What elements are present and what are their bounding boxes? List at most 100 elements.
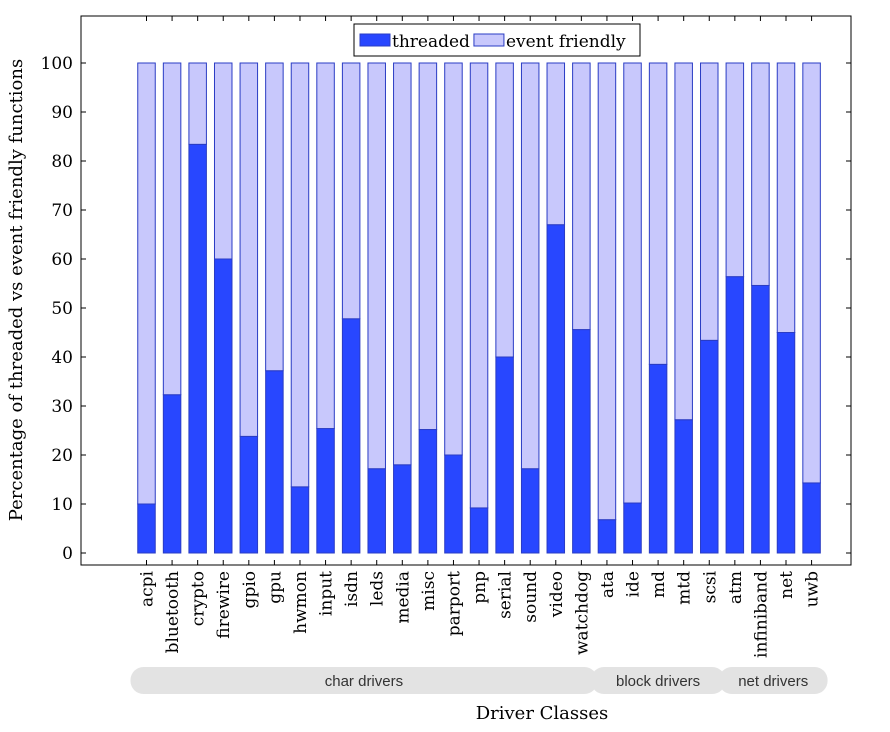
x-tick-label-watchdog: watchdog: [572, 571, 592, 655]
bar-event-friendly-input: [316, 62, 335, 430]
bar-threaded-hwmon: [290, 486, 310, 554]
bar-threaded-sound: [520, 468, 540, 554]
y-tick-label: 60: [51, 250, 73, 270]
bar-event-friendly-net: [776, 62, 796, 333]
legend-label-event-friendly: event friendly: [506, 32, 626, 52]
x-tick-label-crypto: crypto: [189, 571, 209, 626]
x-tick-label-ata: ata: [598, 571, 618, 598]
x-tick-label-mtd: mtd: [675, 571, 695, 605]
bar-event-friendly-crypto: [188, 62, 207, 145]
bar-threaded-serial: [495, 356, 514, 554]
x-tick-label-serial: serial: [496, 571, 516, 619]
bar-event-friendly-misc: [418, 62, 438, 431]
x-tick-label-md: md: [649, 571, 669, 598]
x-tick-label-ide: ide: [624, 571, 644, 597]
bar-threaded-acpi: [137, 503, 156, 554]
y-tick-label: 40: [51, 348, 73, 368]
x-tick-label-isdn: isdn: [342, 571, 362, 607]
bar-event-friendly-scsi: [700, 62, 719, 341]
group-pill-char-drivers: [130, 667, 598, 694]
bar-event-friendly-ata: [597, 62, 617, 521]
category-groups: char drivers block drivers net drivers: [130, 667, 828, 694]
bar-threaded-gpu: [265, 370, 284, 554]
bar-threaded-watchdog: [572, 329, 591, 554]
legend-swatch-event-friendly: [473, 33, 505, 47]
bars-layer: [137, 62, 821, 554]
bar-event-friendly-leds: [367, 62, 386, 470]
legend: threaded event friendly: [353, 23, 641, 57]
bar-threaded-mtd: [674, 419, 693, 554]
group-label-char-drivers: char drivers: [325, 673, 403, 690]
bar-event-friendly-mtd: [674, 62, 693, 421]
bar-event-friendly-parport: [444, 62, 463, 456]
x-tick-label-video: video: [547, 571, 567, 618]
y-tick-label: 80: [51, 152, 73, 172]
y-tick-label: 20: [51, 446, 73, 466]
legend-swatch-threaded: [359, 33, 391, 47]
group-label-net-drivers: net drivers: [738, 673, 808, 690]
x-tick-label-input: input: [317, 571, 337, 616]
x-tick-label-firewire: firewire: [214, 571, 234, 639]
x-tick-label-parport: parport: [444, 571, 464, 636]
bar-threaded-uwb: [802, 482, 821, 554]
bar-event-friendly-pnp: [469, 62, 489, 509]
y-tick-label: 70: [51, 201, 73, 221]
bar-event-friendly-media: [393, 62, 412, 466]
bar-threaded-scsi: [700, 339, 719, 554]
bar-event-friendly-firewire: [213, 62, 233, 260]
bar-event-friendly-hwmon: [290, 62, 310, 488]
x-tick-label-acpi: acpi: [138, 570, 158, 607]
x-tick-label-misc: misc: [419, 571, 439, 611]
y-tick-label: 0: [62, 544, 73, 564]
x-tick-label-atm: atm: [726, 571, 746, 604]
bar-event-friendly-serial: [495, 62, 514, 358]
bar-threaded-gpio: [239, 435, 259, 554]
bar-event-friendly-video: [546, 62, 566, 226]
bar-threaded-firewire: [213, 258, 233, 554]
bar-threaded-isdn: [341, 318, 361, 554]
x-tick-label-leds: leds: [368, 571, 388, 606]
y-tick-label: 30: [51, 397, 73, 417]
bar-threaded-media: [393, 464, 412, 554]
bar-threaded-atm: [725, 276, 745, 554]
bar-threaded-leds: [367, 468, 386, 554]
bar-event-friendly-uwb: [802, 62, 821, 484]
x-tick-label-gpio: gpio: [240, 571, 260, 608]
bar-threaded-pnp: [469, 507, 489, 554]
y-tick-label: 90: [51, 103, 73, 123]
legend-label-threaded: threaded: [392, 32, 470, 52]
bar-event-friendly-bluetooth: [162, 62, 182, 396]
bar-threaded-parport: [444, 454, 463, 554]
bar-threaded-net: [776, 332, 796, 554]
bar-event-friendly-isdn: [341, 62, 361, 320]
plot-frame: [80, 15, 852, 566]
bar-event-friendly-acpi: [137, 62, 156, 505]
x-tick-label-media: media: [393, 571, 413, 624]
y-tick-label: 10: [51, 495, 73, 515]
bar-event-friendly-md: [648, 62, 668, 365]
bar-event-friendly-atm: [725, 62, 745, 278]
x-tick-label-sound: sound: [521, 571, 541, 623]
y-tick-label: 100: [41, 54, 73, 74]
bar-threaded-md: [648, 363, 668, 554]
y-axis: 0 10 20 30 40 50 60 70 80 90 100: [41, 54, 851, 564]
bar-threaded-video: [546, 224, 566, 554]
x-tick-label-uwb: uwb: [803, 571, 823, 608]
bar-threaded-bluetooth: [162, 394, 182, 554]
x-tick-label-pnp: pnp: [470, 571, 490, 604]
x-tick-label-net: net: [777, 571, 797, 599]
x-tick-label-hwmon: hwmon: [291, 571, 311, 634]
bar-event-friendly-gpio: [239, 62, 259, 437]
bar-threaded-input: [316, 428, 335, 554]
bar-event-friendly-ide: [623, 62, 642, 504]
bar-event-friendly-sound: [520, 62, 540, 470]
x-tick-label-bluetooth: bluetooth: [163, 571, 183, 653]
group-label-block-drivers: block drivers: [616, 673, 700, 690]
y-axis-label: Percentage of threaded vs event friendly…: [6, 59, 27, 521]
x-tick-label-scsi: scsi: [700, 570, 720, 603]
bar-event-friendly-gpu: [265, 62, 284, 372]
bar-threaded-infiniband: [751, 284, 770, 554]
bar-event-friendly-watchdog: [572, 62, 591, 331]
x-axis-label: Driver Classes: [476, 703, 609, 724]
